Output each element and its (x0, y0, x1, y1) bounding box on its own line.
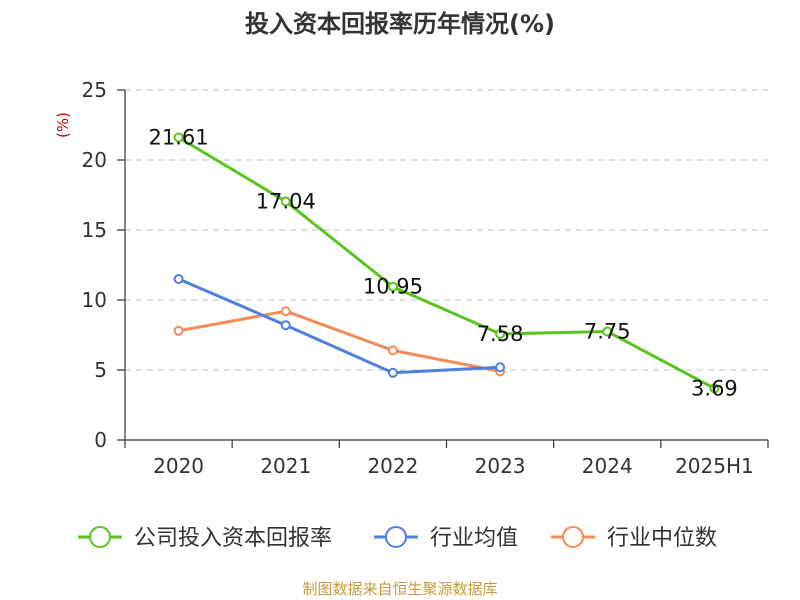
data-label: 17.04 (256, 189, 316, 213)
legend-label: 行业均值 (430, 526, 518, 551)
data-point (387, 367, 398, 378)
y-tick-label: 0 (94, 428, 107, 452)
chart-title: 投入资本回报率历年情况(%) (245, 10, 555, 38)
series-line-1 (178, 277, 501, 375)
y-tick-label: 20 (82, 148, 107, 172)
series-line-0 (177, 136, 716, 390)
data-label: 7.58 (477, 322, 524, 346)
x-tick-label: 2020 (153, 454, 204, 478)
source-note: 制图数据来自恒生聚源数据库 (302, 580, 498, 598)
legend-marker (562, 526, 584, 548)
legend-label: 公司投入资本回报率 (134, 526, 332, 551)
data-point (280, 320, 291, 331)
data-point (280, 306, 291, 317)
x-tick-label: 2021 (260, 454, 311, 478)
data-point (495, 328, 506, 339)
legend-label: 行业中位数 (607, 526, 717, 551)
data-label: 21.61 (149, 125, 209, 149)
data-point (280, 196, 291, 207)
data-point (173, 274, 184, 284)
data-label: 3.69 (691, 376, 738, 400)
y-tick-label: 10 (82, 288, 107, 312)
data-point (495, 362, 506, 373)
data-point (173, 132, 184, 143)
x-tick-label: 2025H1 (675, 454, 754, 478)
x-tick-label: 2022 (367, 454, 418, 478)
data-point (387, 281, 398, 292)
data-point (173, 325, 184, 336)
series-line-2 (178, 309, 501, 373)
y-axis-unit: (%) (54, 112, 72, 138)
legend-marker (89, 526, 111, 548)
y-tick-label: 15 (82, 218, 107, 242)
legend-marker (385, 526, 407, 548)
data-point (709, 383, 720, 394)
data-label: 10.95 (363, 275, 423, 299)
data-point (387, 345, 398, 356)
x-tick-label: 2024 (582, 454, 633, 478)
data-label: 7.75 (584, 320, 631, 344)
x-tick-label: 2023 (475, 454, 526, 478)
y-tick-label: 5 (94, 358, 107, 382)
y-tick-label: 25 (82, 78, 107, 102)
data-point (602, 326, 613, 337)
